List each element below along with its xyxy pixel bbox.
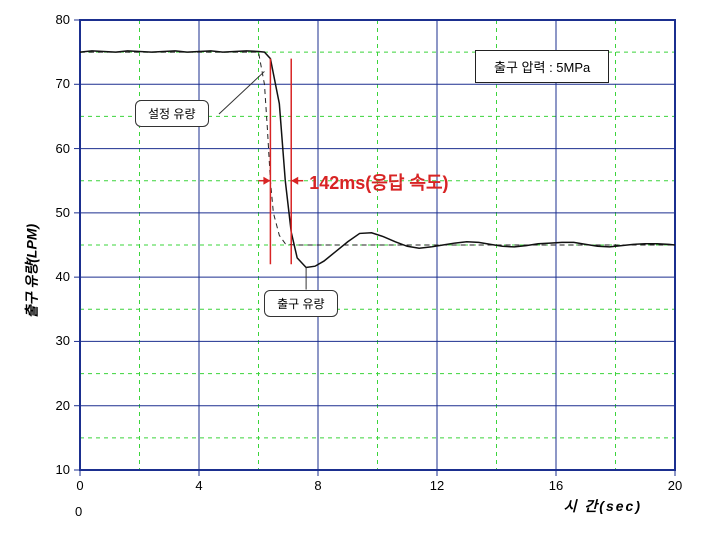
y-tick: 50	[56, 205, 70, 220]
y-tick: 30	[56, 333, 70, 348]
x-tick: 0	[70, 478, 90, 493]
callout-set-flow: 설정 유량	[135, 100, 209, 127]
x-tick: 8	[308, 478, 328, 493]
y-tick: 10	[56, 462, 70, 477]
callout-outlet-flow: 출구 유량	[264, 290, 338, 317]
chart-container: 출구 유량(LPM) 시 간(sec) 출구 압력 : 5MPa 설정 유량 출…	[0, 0, 702, 541]
y-tick: 60	[56, 141, 70, 156]
x-tick: 20	[665, 478, 685, 493]
y-tick: 40	[56, 269, 70, 284]
bottom-zero-label: 0	[75, 504, 82, 519]
x-tick: 4	[189, 478, 209, 493]
y-tick: 70	[56, 76, 70, 91]
x-axis-label: 시 간(sec)	[564, 496, 642, 516]
response-time-label: 142ms(응답 속도)	[309, 169, 448, 195]
y-tick: 20	[56, 398, 70, 413]
y-tick: 80	[56, 12, 70, 27]
y-axis-label: 출구 유량(LPM)	[22, 223, 42, 317]
info-box-outlet-pressure: 출구 압력 : 5MPa	[475, 50, 609, 83]
x-tick: 12	[427, 478, 447, 493]
x-tick: 16	[546, 478, 566, 493]
